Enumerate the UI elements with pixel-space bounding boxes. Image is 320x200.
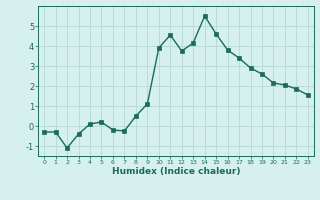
X-axis label: Humidex (Indice chaleur): Humidex (Indice chaleur) [112, 167, 240, 176]
